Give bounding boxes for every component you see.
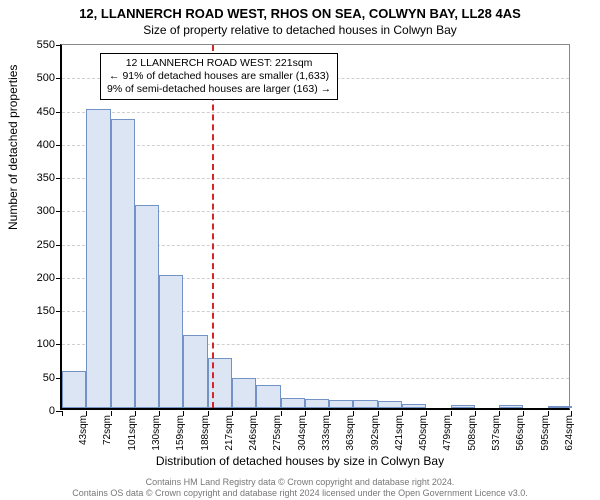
ytick-label: 200 (15, 272, 55, 284)
chart-title-main: 12, LLANNERCH ROAD WEST, RHOS ON SEA, CO… (0, 0, 600, 21)
histogram-bar (353, 400, 377, 408)
xtick-mark (548, 411, 549, 416)
ytick-label: 150 (15, 305, 55, 317)
ytick-label: 100 (15, 338, 55, 350)
histogram-bar (86, 109, 110, 408)
histogram-bar (256, 385, 280, 408)
histogram-bar (159, 275, 183, 408)
histogram-bar (305, 399, 329, 408)
ytick-mark (56, 311, 62, 312)
xtick-mark (62, 411, 63, 416)
histogram-bar (232, 378, 256, 408)
ytick-mark (56, 278, 62, 279)
histogram-bar (111, 119, 135, 408)
xtick-mark (499, 411, 500, 416)
ytick-mark (56, 211, 62, 212)
ytick-label: 300 (15, 205, 55, 217)
footer-line-1: Contains HM Land Registry data © Crown c… (0, 477, 600, 487)
ytick-mark (56, 145, 62, 146)
ytick-mark (56, 78, 62, 79)
xtick-mark (378, 411, 379, 416)
xtick-mark (256, 411, 257, 416)
ytick-label: 500 (15, 72, 55, 84)
ytick-label: 550 (15, 39, 55, 51)
ytick-label: 50 (15, 372, 55, 384)
xtick-mark (86, 411, 87, 416)
xtick-mark (475, 411, 476, 416)
xtick-mark (281, 411, 282, 416)
ytick-label: 350 (15, 172, 55, 184)
ytick-mark (56, 344, 62, 345)
histogram-bar (451, 405, 475, 408)
histogram-bar (548, 406, 572, 408)
plot-area: 05010015020025030035040045050055043sqm72… (60, 44, 570, 410)
histogram-bar (281, 398, 305, 408)
ytick-mark (56, 178, 62, 179)
ytick-mark (56, 45, 62, 46)
xtick-mark (111, 411, 112, 416)
footer-line-2: Contains OS data © Crown copyright and d… (0, 488, 600, 498)
gridline (62, 112, 569, 113)
ytick-label: 450 (15, 106, 55, 118)
footer-attribution: Contains HM Land Registry data © Crown c… (0, 477, 600, 498)
histogram-bar (378, 401, 402, 408)
xtick-mark (402, 411, 403, 416)
xtick-mark (353, 411, 354, 416)
histogram-bar (329, 400, 353, 408)
xtick-mark (183, 411, 184, 416)
xtick-mark (232, 411, 233, 416)
annotation-line: 12 LLANNERCH ROAD WEST: 221sqm (107, 57, 331, 70)
xtick-mark (426, 411, 427, 416)
ytick-label: 0 (15, 405, 55, 417)
ytick-mark (56, 112, 62, 113)
xtick-mark (451, 411, 452, 416)
annotation-box: 12 LLANNERCH ROAD WEST: 221sqm← 91% of d… (100, 53, 338, 100)
xtick-mark (159, 411, 160, 416)
xtick-mark (571, 411, 572, 416)
xtick-mark (523, 411, 524, 416)
histogram-bar (135, 205, 159, 408)
ytick-mark (56, 245, 62, 246)
annotation-line: ← 91% of detached houses are smaller (1,… (107, 70, 331, 83)
ytick-label: 250 (15, 239, 55, 251)
ytick-label: 400 (15, 139, 55, 151)
xtick-mark (208, 411, 209, 416)
xtick-mark (135, 411, 136, 416)
histogram-bar (183, 335, 207, 408)
chart-title-sub: Size of property relative to detached ho… (0, 21, 600, 37)
histogram-bar (402, 404, 426, 408)
annotation-line: 9% of semi-detached houses are larger (1… (107, 83, 331, 96)
histogram-bar (62, 371, 86, 408)
gridline (62, 178, 569, 179)
xtick-mark (329, 411, 330, 416)
x-axis-label: Distribution of detached houses by size … (0, 454, 600, 468)
chart-area: 05010015020025030035040045050055043sqm72… (60, 44, 570, 410)
histogram-bar (499, 405, 523, 408)
xtick-mark (305, 411, 306, 416)
gridline (62, 145, 569, 146)
